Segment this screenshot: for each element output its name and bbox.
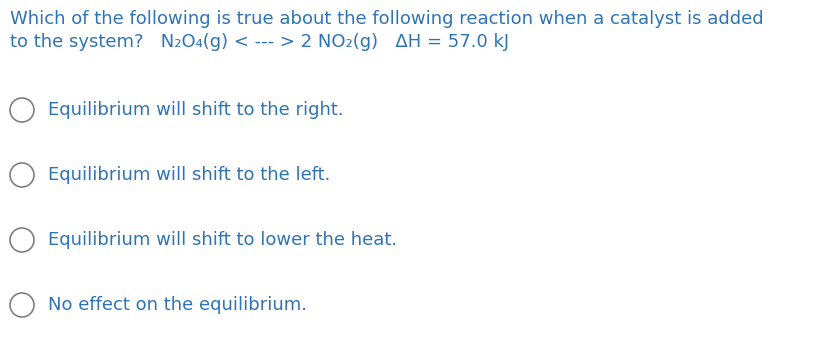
Text: Equilibrium will shift to lower the heat.: Equilibrium will shift to lower the heat… (48, 231, 397, 249)
Text: Equilibrium will shift to the left.: Equilibrium will shift to the left. (48, 166, 330, 184)
Text: Equilibrium will shift to the right.: Equilibrium will shift to the right. (48, 101, 344, 119)
Text: to the system?   N₂O₄(g) < --- > 2 NO₂(g)   ΔH = 57.0 kJ: to the system? N₂O₄(g) < --- > 2 NO₂(g) … (10, 33, 508, 51)
Text: No effect on the equilibrium.: No effect on the equilibrium. (48, 296, 306, 314)
Text: Which of the following is true about the following reaction when a catalyst is a: Which of the following is true about the… (10, 10, 763, 28)
